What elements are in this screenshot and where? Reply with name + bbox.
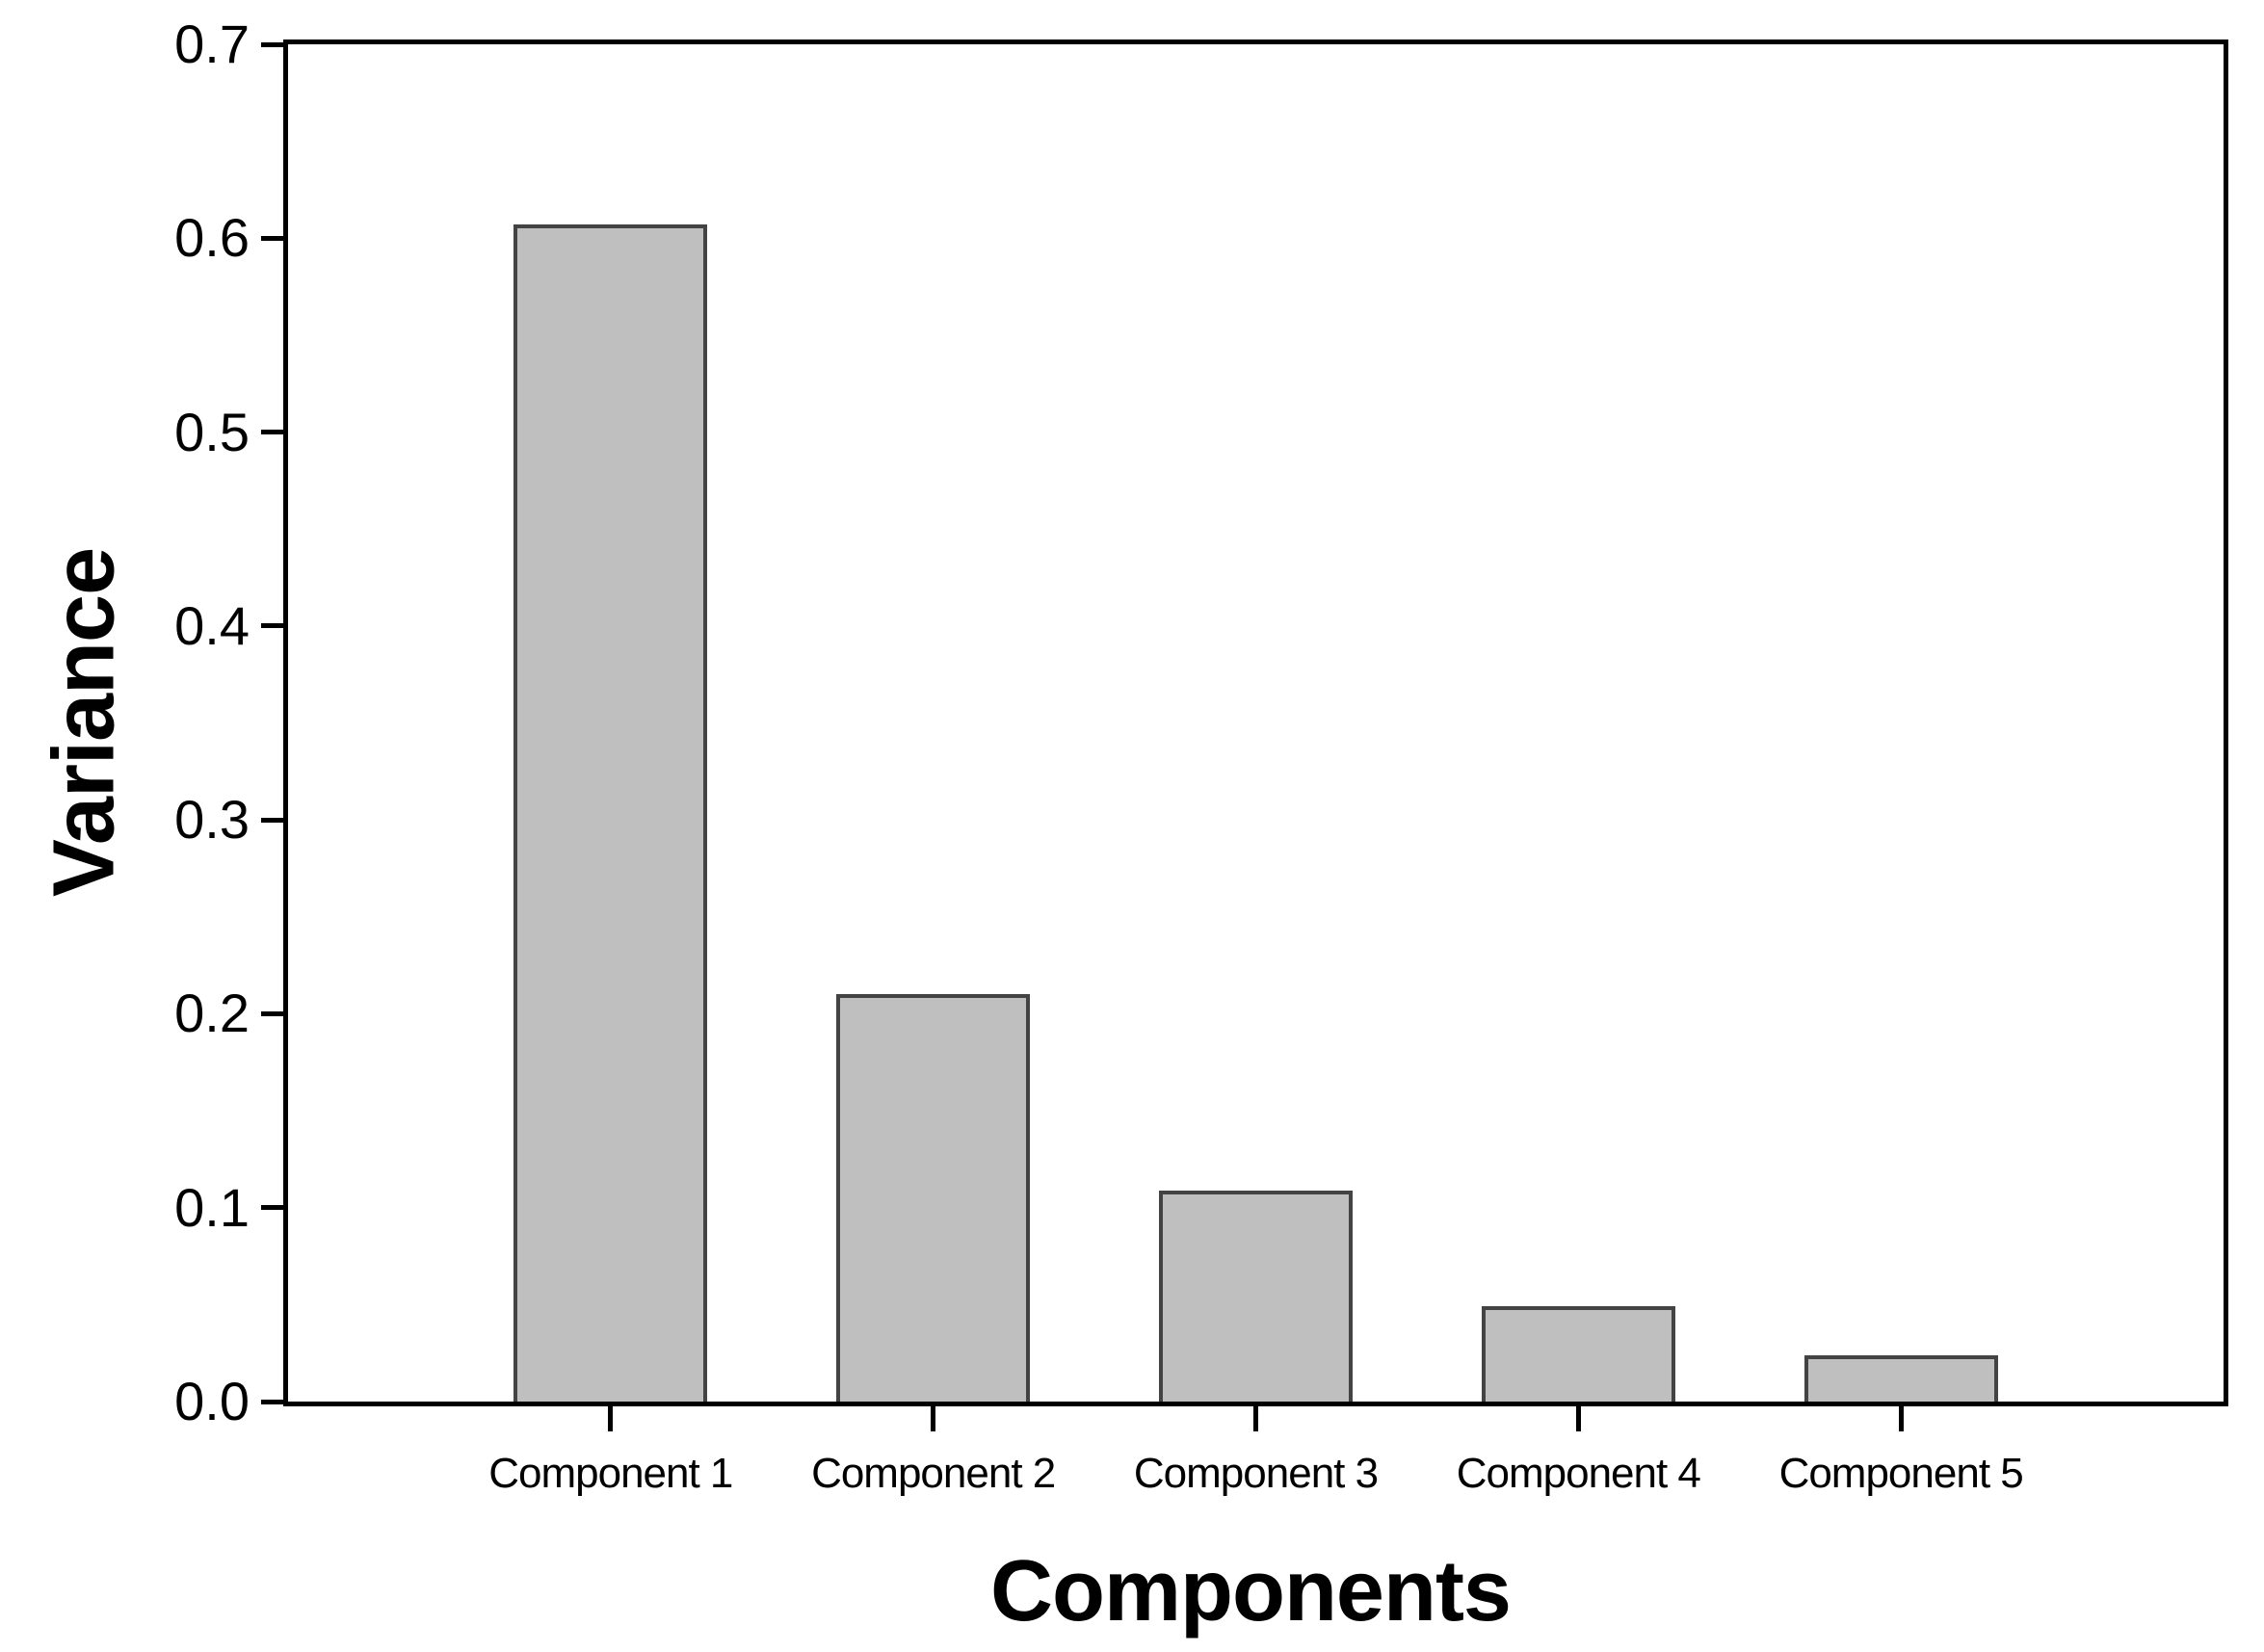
y-tick-label: 0.0 xyxy=(174,1371,250,1431)
x-tick-label: Component 3 xyxy=(1133,1450,1379,1497)
y-tick-label: 0.4 xyxy=(174,594,250,656)
y-tick-label: 0.6 xyxy=(174,207,250,269)
x-axis-tick xyxy=(1898,1406,1904,1431)
y-axis-tick xyxy=(261,1399,283,1404)
y-tick-label: 0.3 xyxy=(174,789,250,851)
y-axis-tick xyxy=(261,41,283,47)
x-tick-label: Component 5 xyxy=(1778,1450,2024,1497)
x-axis-tick xyxy=(931,1406,936,1431)
bar xyxy=(513,224,708,1402)
y-axis-tick xyxy=(261,817,283,823)
bar xyxy=(1159,1190,1353,1402)
y-tick-label: 0.5 xyxy=(174,401,250,462)
y-tick-label: 0.7 xyxy=(174,13,250,74)
y-axis-tick xyxy=(261,1010,283,1016)
plot-area: Component 1 Component 2 Component 3 Compone… xyxy=(174,13,2228,1497)
bar xyxy=(1803,1354,1998,1402)
y-axis-tick xyxy=(261,623,283,629)
x-tick-label: Component 2 xyxy=(811,1450,1056,1497)
x-axis-tick xyxy=(608,1406,614,1431)
bar xyxy=(1481,1306,1675,1402)
x-axis-title: Components xyxy=(990,1543,1512,1639)
x-axis-tick xyxy=(1253,1406,1258,1431)
y-axis-title: Variance xyxy=(36,547,133,898)
x-tick-label: Component 1 xyxy=(488,1450,733,1497)
y-axis-tick xyxy=(261,430,283,435)
bar xyxy=(836,994,1031,1402)
y-axis-tick xyxy=(261,235,283,241)
y-tick-label: 0.2 xyxy=(174,983,250,1044)
y-axis-tick xyxy=(261,1205,283,1211)
x-axis-tick xyxy=(1575,1406,1581,1431)
x-tick-label: Component 4 xyxy=(1456,1450,1701,1497)
y-tick-label: 0.1 xyxy=(174,1176,250,1238)
